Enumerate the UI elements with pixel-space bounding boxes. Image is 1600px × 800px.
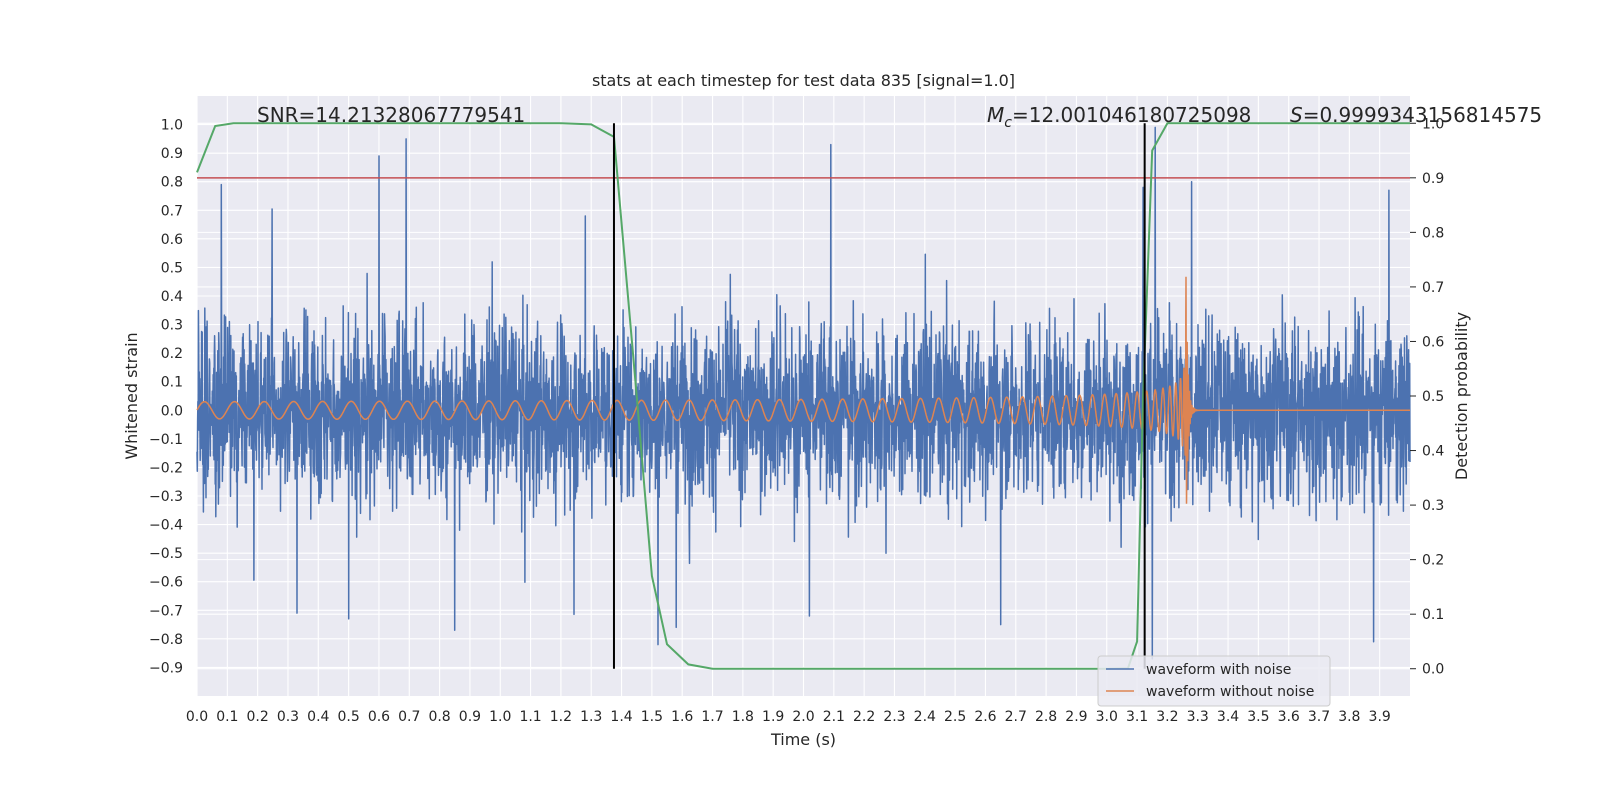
y-tick-label: 0.0 bbox=[161, 403, 183, 419]
x-tick-label: 0.6 bbox=[368, 709, 390, 725]
x-tick-label: 0.7 bbox=[398, 709, 420, 725]
y2-tick-label: 1.0 bbox=[1422, 116, 1444, 132]
x-tick-label: 3.1 bbox=[1126, 709, 1148, 725]
legend-box bbox=[1097, 655, 1331, 707]
s-value: =0.9999343156814575 bbox=[1303, 103, 1542, 127]
x-tick-label: 2.7 bbox=[1005, 709, 1027, 725]
x-tick-label: 3.9 bbox=[1369, 709, 1391, 725]
x-tick-label: 3.7 bbox=[1308, 709, 1330, 725]
y-tick-label: −0.5 bbox=[149, 546, 183, 562]
legend-entry-clean: waveform without noise bbox=[1146, 684, 1314, 700]
y-tick-label: 0.5 bbox=[161, 260, 183, 276]
x-tick-label: 3.6 bbox=[1278, 709, 1300, 725]
y-tick-label: 0.8 bbox=[161, 175, 183, 191]
x-tick-label: 2.4 bbox=[914, 709, 936, 725]
y-tick-label: −0.7 bbox=[149, 603, 183, 619]
y-tick-label: 0.1 bbox=[161, 375, 183, 391]
x-tick-label: 0.8 bbox=[428, 709, 450, 725]
chart-title: stats at each timestep for test data 835… bbox=[592, 71, 1015, 90]
y-tick-label: −0.9 bbox=[149, 660, 183, 676]
y-tick-label: 0.9 bbox=[161, 146, 183, 162]
x-tick-label: 1.4 bbox=[610, 709, 632, 725]
x-tick-label: 2.8 bbox=[1035, 709, 1057, 725]
y-tick-label: 0.2 bbox=[161, 346, 183, 362]
x-tick-label: 0.2 bbox=[247, 709, 269, 725]
series-waveform-without-noise bbox=[196, 276, 1410, 504]
x-tick-label: 1.9 bbox=[762, 709, 784, 725]
x-tick-label: 0.3 bbox=[277, 709, 299, 725]
y-tick-label: 0.3 bbox=[161, 318, 183, 334]
x-tick-label: 0.9 bbox=[459, 709, 481, 725]
score-annotation: S=0.9999343156814575 bbox=[1290, 103, 1542, 127]
legend: waveform with noise waveform without noi… bbox=[1097, 655, 1331, 707]
y-axis-label: Whitened strain bbox=[122, 332, 141, 459]
x-tick-label: 1.8 bbox=[732, 709, 754, 725]
y-tick-label: −0.8 bbox=[149, 632, 183, 648]
mc-subscript: c bbox=[1004, 115, 1012, 131]
x-tick-label: 2.3 bbox=[883, 709, 905, 725]
axes-layer: 0.0 0.1 0.2 0.3 0.4 0.5 0.6 0.7 0.8 0.9 1.0 1.1 1.2 1… bbox=[149, 116, 1444, 725]
y-tick-label: 1.0 bbox=[161, 118, 183, 134]
x-tick-label: 1.6 bbox=[671, 709, 693, 725]
x-tick-label: 2.0 bbox=[792, 709, 814, 725]
x-tick-label: 3.0 bbox=[1096, 709, 1118, 725]
x-tick-label: 3.8 bbox=[1338, 709, 1360, 725]
y-tick-label: 0.6 bbox=[161, 232, 183, 248]
y-tick-label: −0.4 bbox=[149, 518, 183, 534]
y2-tick-label: 0.9 bbox=[1422, 171, 1444, 187]
x-axis-label: Time (s) bbox=[770, 730, 836, 749]
y2-tick-label: 0.6 bbox=[1422, 334, 1444, 350]
x-tick-label: 3.5 bbox=[1247, 709, 1269, 725]
y2-tick-label: 0.1 bbox=[1422, 607, 1444, 623]
y2-tick-label: 0.0 bbox=[1422, 662, 1444, 678]
series-layer bbox=[196, 122, 1411, 670]
s-symbol: S bbox=[1290, 103, 1303, 127]
y-tick-label: 0.7 bbox=[161, 203, 183, 219]
y-tick-label: −0.1 bbox=[149, 432, 183, 448]
x-tick-label: 0.4 bbox=[307, 709, 329, 725]
x-tick-label: 2.1 bbox=[823, 709, 845, 725]
y2-axis-label: Detection probability bbox=[1452, 312, 1471, 480]
snr-annotation: SNR=14.21328067779541 bbox=[257, 103, 525, 127]
y-tick-label: −0.6 bbox=[149, 575, 183, 591]
x-tick-label: 1.7 bbox=[701, 709, 723, 725]
series-detection-probability bbox=[196, 122, 1410, 670]
x-tick-label: 2.9 bbox=[1065, 709, 1087, 725]
mc-symbol: M bbox=[987, 103, 1004, 127]
y2-tick-label: 0.5 bbox=[1422, 389, 1444, 405]
x-tick-label: 1.1 bbox=[519, 709, 541, 725]
y2-tick-label: 0.8 bbox=[1422, 225, 1444, 241]
x-tick-label: 0.5 bbox=[337, 709, 359, 725]
chirp-mass-annotation: Mc=12.001046180725098 bbox=[987, 103, 1251, 131]
y-tick-label: −0.2 bbox=[149, 460, 183, 476]
y2-tick-label: 0.4 bbox=[1422, 444, 1444, 460]
x-tick-label: 2.5 bbox=[944, 709, 966, 725]
x-tick-label: 2.6 bbox=[974, 709, 996, 725]
y2-tick-label: 0.2 bbox=[1422, 553, 1444, 569]
y2-tick-label: 0.7 bbox=[1422, 280, 1444, 296]
x-tick-label: 3.4 bbox=[1217, 709, 1239, 725]
x-tick-label: 3.2 bbox=[1156, 709, 1178, 725]
x-tick-label: 1.0 bbox=[489, 709, 511, 725]
y2-tick-label: 0.3 bbox=[1422, 498, 1444, 514]
y-tick-label: 0.4 bbox=[161, 289, 183, 305]
x-tick-label: 3.3 bbox=[1187, 709, 1209, 725]
x-tick-label: 2.2 bbox=[853, 709, 875, 725]
x-tick-label: 0.1 bbox=[216, 709, 238, 725]
x-tick-label: 0.0 bbox=[186, 709, 208, 725]
legend-entry-noise: waveform with noise bbox=[1146, 662, 1291, 678]
x-tick-label: 1.3 bbox=[580, 709, 602, 725]
mc-value: =12.001046180725098 bbox=[1012, 103, 1251, 127]
x-tick-label: 1.2 bbox=[550, 709, 572, 725]
y-tick-label: −0.3 bbox=[149, 489, 183, 505]
x-tick-label: 1.5 bbox=[641, 709, 663, 725]
